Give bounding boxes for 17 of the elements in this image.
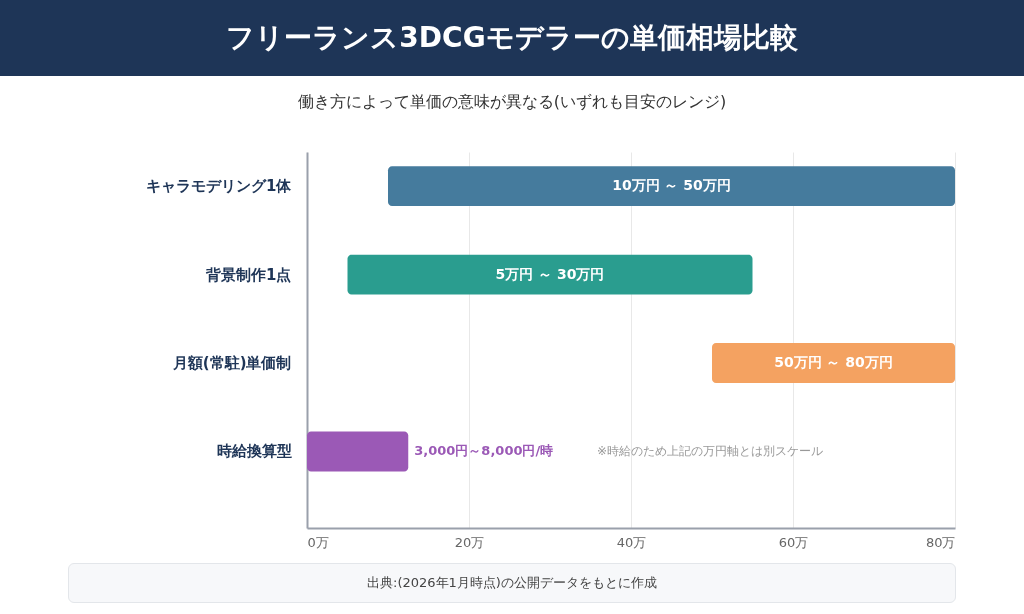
x-tick-label: 20万 xyxy=(454,534,485,550)
y-tick-label: 時給換算型 xyxy=(216,442,292,461)
annotation: 10万円 ～ 50万円 xyxy=(612,177,731,194)
chart-title: フリーランス3DCGモデラーの単価相場比較 xyxy=(0,0,1024,76)
x-tick-label: 40万 xyxy=(616,534,647,550)
source-note: 出典:(2026年1月時点)の公開データをもとに作成 xyxy=(68,563,956,603)
annotation: 3,000円～8,000円/時 xyxy=(414,443,554,459)
annotation: 50万円 ～ 80万円 xyxy=(774,354,893,370)
annotation: 5万円 ～ 30万円 xyxy=(495,265,605,282)
annotation: ※時給のため上記の万円軸とは別スケール xyxy=(597,444,824,459)
y-tick-label: 背景制作1点 xyxy=(205,265,292,284)
x-tick-label: 80万 xyxy=(925,534,956,550)
y-tick-label: キャラモデリング1体 xyxy=(146,177,293,196)
chart-subtitle: 働き方によって単価の意味が異なる(いずれも目安のレンジ) xyxy=(296,92,728,113)
x-tick-label: 60万 xyxy=(778,534,809,550)
x-tick-label: 0万 xyxy=(307,534,329,550)
y-tick-label: 月額(常駐)単価制 xyxy=(171,354,292,372)
